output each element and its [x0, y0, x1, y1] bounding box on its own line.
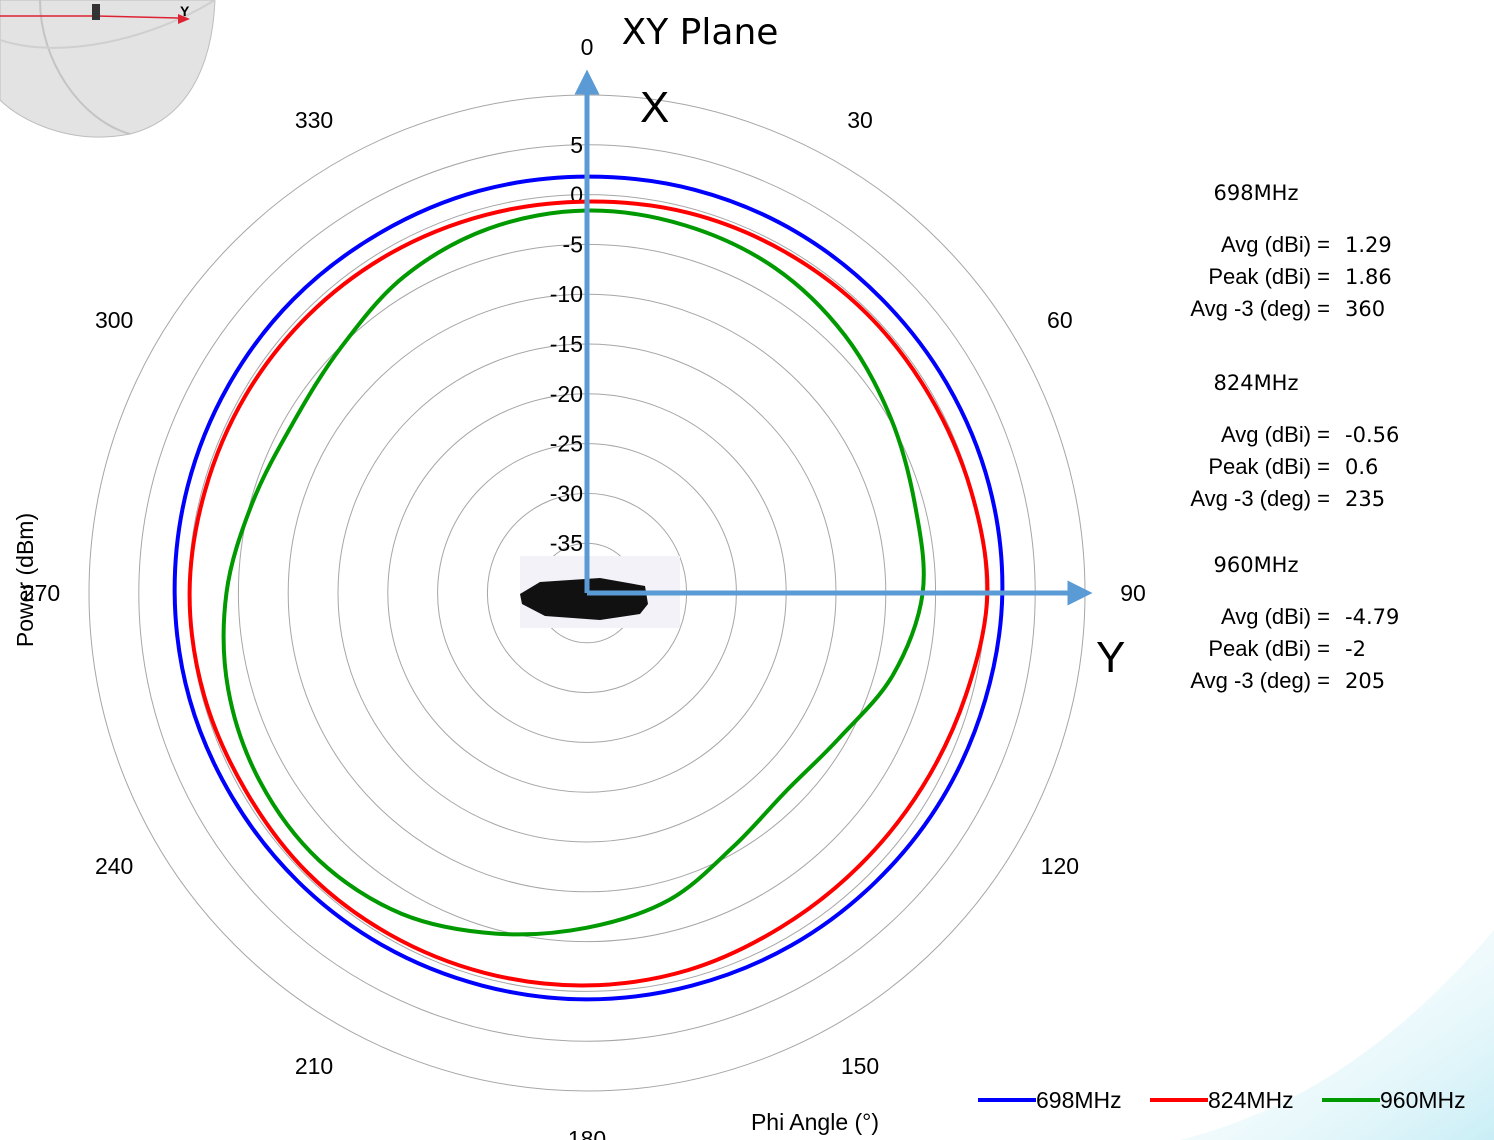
angle-tick-label: 300	[95, 307, 133, 333]
angle-tick-labels: 0 30 60 90 120 150 180 210 240 270 300 330	[22, 34, 1146, 1140]
annotation-label: Avg (dBi) =	[1221, 604, 1330, 629]
series-line-698MHz	[172, 174, 1005, 1002]
angle-tick-label: 240	[95, 853, 133, 879]
angle-tick-label: 330	[295, 107, 333, 133]
phi-axis-label: Phi Angle (°)	[751, 1109, 879, 1135]
annotation-freq: 824MHz	[1213, 371, 1298, 395]
angle-tick-label: 180	[568, 1126, 606, 1140]
legend-label: 698MHz	[1036, 1087, 1122, 1113]
annotation-value: 1.29	[1345, 233, 1392, 257]
series-line-960MHz	[221, 208, 926, 937]
series-curves	[172, 174, 1005, 1002]
annotation-label: Peak (dBi) =	[1208, 454, 1330, 479]
legend-label: 824MHz	[1208, 1087, 1294, 1113]
annotation-label: Peak (dBi) =	[1208, 264, 1330, 289]
annotation-value: -0.56	[1345, 423, 1399, 447]
angle-tick-label: 90	[1120, 580, 1146, 606]
annotation-value: 235	[1345, 487, 1385, 511]
angle-tick-label: 210	[295, 1053, 333, 1079]
annotation-value: 360	[1345, 297, 1385, 321]
radial-tick-label: -35	[550, 530, 583, 556]
y-axis-letter: Y	[1096, 633, 1125, 682]
annotation-value: -2	[1345, 637, 1366, 661]
annotation-freq: 960MHz	[1213, 553, 1298, 577]
annotation-panel: 698MHz Avg (dBi) = 1.29 Peak (dBi) = 1.86 Avg…	[1190, 181, 1399, 693]
annotation-label: Peak (dBi) =	[1208, 636, 1330, 661]
radial-tick-label: -30	[550, 480, 583, 506]
x-axis-letter: X	[640, 83, 669, 132]
annotation-label: Avg -3 (deg) =	[1190, 668, 1330, 693]
angle-tick-label: 0	[581, 34, 594, 60]
angle-tick-label: 60	[1047, 307, 1073, 333]
legend: 698MHz 824MHz 960MHz	[978, 1087, 1466, 1113]
annotation-value: 1.86	[1345, 265, 1392, 289]
radial-tick-label: 5	[570, 132, 583, 158]
radial-tick-label: -10	[550, 281, 583, 307]
device-icon	[92, 4, 100, 20]
annotation-label: Avg (dBi) =	[1221, 422, 1330, 447]
annotation-value: -4.79	[1345, 605, 1399, 629]
chart-title: XY Plane	[622, 12, 779, 53]
svg-text:Y: Y	[180, 3, 190, 19]
corner-decoration	[1180, 930, 1494, 1140]
legend-label: 960MHz	[1380, 1087, 1466, 1113]
annotation-label: Avg (dBi) =	[1221, 232, 1330, 257]
series-line-824MHz	[187, 199, 990, 988]
radial-tick-label: -25	[550, 431, 583, 457]
radial-axis-label: Power (dBm)	[12, 513, 38, 647]
angle-tick-label: 270	[22, 580, 60, 606]
annotation-label: Avg -3 (deg) =	[1190, 486, 1330, 511]
annotation-value: 205	[1345, 669, 1385, 693]
angle-tick-label: 120	[1041, 853, 1079, 879]
radial-tick-label: -20	[550, 381, 583, 407]
radial-tick-label: -15	[550, 331, 583, 357]
hemisphere-icon: Y	[0, 0, 216, 138]
annotation-value: 0.6	[1345, 455, 1378, 479]
angle-tick-label: 30	[847, 107, 873, 133]
radial-tick-label: -5	[563, 231, 583, 257]
annotation-label: Avg -3 (deg) =	[1190, 296, 1330, 321]
angle-tick-label: 150	[841, 1053, 879, 1079]
annotation-freq: 698MHz	[1213, 181, 1298, 205]
